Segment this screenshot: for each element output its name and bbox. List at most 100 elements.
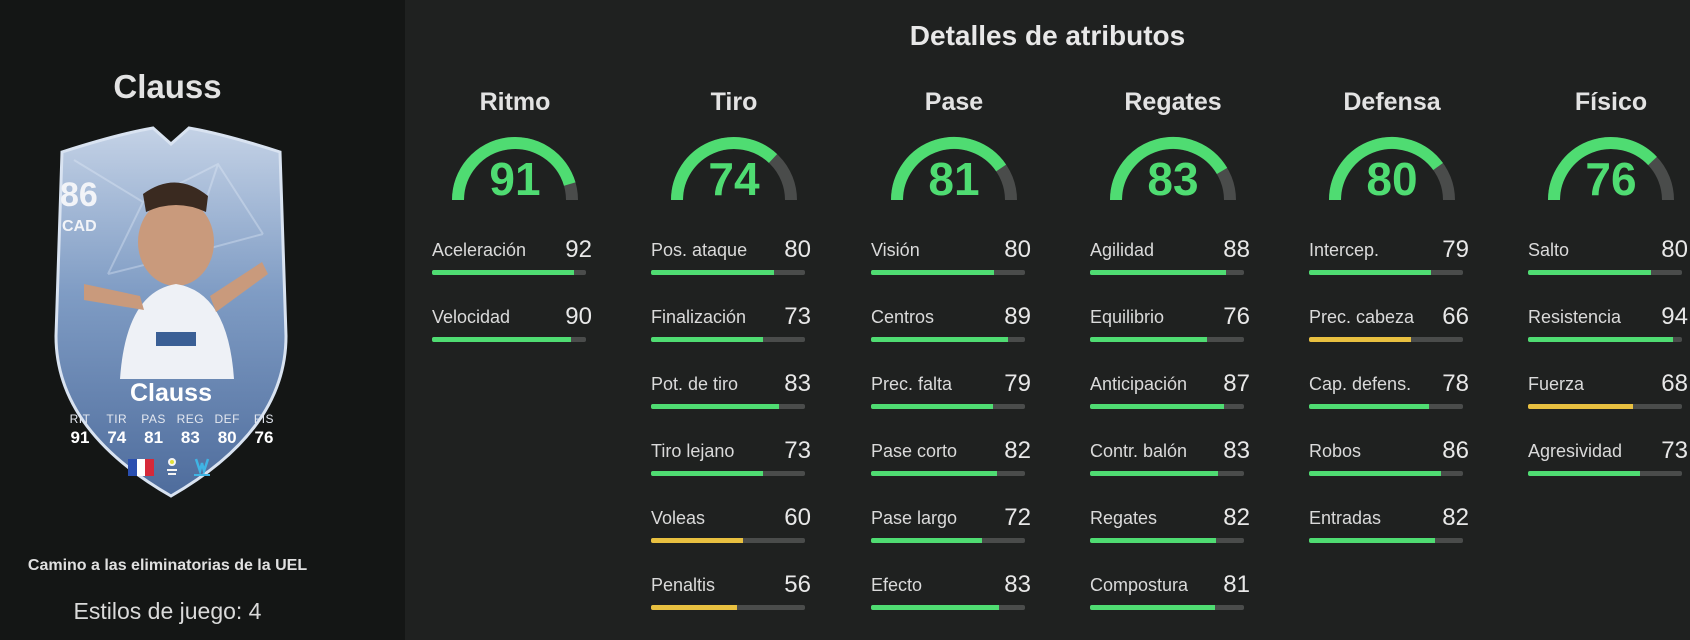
card-stat-rit: RIT 91	[62, 412, 98, 448]
attribute-name: Fuerza	[1528, 374, 1585, 394]
attribute-value: 60	[784, 504, 811, 531]
card-stat-pas: PAS 81	[136, 412, 172, 448]
card-position: CAD	[62, 218, 97, 235]
attribute-bar-fill	[871, 404, 993, 409]
attribute-bar-fill	[432, 337, 571, 342]
category-value: 91	[489, 153, 541, 205]
attribute-anticipacion: Anticipación 87	[1088, 362, 1258, 429]
attribute-centros: Centros 89	[869, 295, 1039, 362]
attribute-name: Pase largo	[871, 508, 958, 528]
attribute-bar	[1309, 337, 1463, 342]
attribute-name: Prec. falta	[871, 374, 953, 394]
attribute-bar-fill	[1090, 337, 1208, 342]
attribute-bar	[1090, 404, 1244, 409]
attribute-penaltis: Penaltis 56	[649, 563, 819, 630]
category-name: Ritmo	[479, 88, 551, 116]
attribute-pase-largo: Pase largo 72	[869, 496, 1039, 563]
category-value: 76	[1585, 153, 1637, 205]
attribute-bar	[1309, 270, 1463, 275]
attribute-bar-fill	[1090, 605, 1215, 610]
attribute-bar-fill	[651, 538, 744, 543]
attribute-value: 94	[1661, 303, 1688, 330]
attribute-value: 90	[565, 303, 592, 330]
category-name: Regates	[1124, 88, 1222, 116]
card-stat-value: 76	[254, 428, 274, 447]
attribute-bar	[1528, 270, 1682, 275]
attribute-velocidad: Velocidad 90	[430, 295, 600, 362]
attribute-name: Prec. cabeza	[1309, 307, 1415, 327]
attribute-value: 92	[565, 236, 592, 263]
attribute-value: 73	[784, 303, 811, 330]
attribute-bar	[432, 337, 586, 342]
attribute-voleas: Voleas 60	[649, 496, 819, 563]
attribute-bar	[1528, 404, 1682, 409]
attribute-value: 76	[1223, 303, 1250, 330]
attribute-value: 56	[784, 571, 811, 598]
category-ritmo: Ritmo 91 Aceleración 92 Velocidad 90	[430, 88, 600, 362]
attribute-name: Aceleración	[432, 240, 527, 260]
card-stat-reg: REG 83	[172, 412, 208, 448]
attribute-bar	[432, 270, 586, 275]
attribute-list: Intercep. 79 Prec. cabeza 66 Cap. defens. 78 R…	[1307, 228, 1477, 563]
attribute-value: 81	[1223, 571, 1250, 598]
attribute-bar	[871, 337, 1025, 342]
attribute-bar	[651, 538, 805, 543]
playstyles-count[interactable]: Estilos de juego: 4	[73, 598, 262, 624]
attribute-name: Efecto	[871, 575, 923, 595]
club-crest-icon	[194, 458, 210, 476]
category-name: Pase	[924, 88, 984, 116]
attribute-name: Visión	[871, 240, 920, 260]
attribute-bar-fill	[1528, 270, 1652, 275]
attribute-name: Velocidad	[432, 307, 511, 327]
attribute-prec-falta: Prec. falta 79	[869, 362, 1039, 429]
category-gauge: 74	[649, 128, 819, 206]
attribute-name: Finalización	[651, 307, 747, 327]
card-rating: 86	[60, 176, 98, 214]
attribute-intercep: Intercep. 79	[1307, 228, 1477, 295]
card-stat-value: 80	[217, 428, 237, 447]
attribute-value: 82	[1223, 504, 1250, 531]
attribute-efecto: Efecto 83	[869, 563, 1039, 630]
attribute-bar	[871, 605, 1025, 610]
attribute-name: Entradas	[1309, 508, 1382, 528]
attribute-bar-fill	[651, 404, 779, 409]
player-card[interactable]: 86 CAD Clauss RIT 91 TIR 74 PAS 81 REG 83 DE…	[48, 124, 294, 500]
attribute-name: Regates	[1090, 508, 1158, 528]
attribute-bar	[651, 605, 805, 610]
category-gauge: 91	[430, 128, 600, 206]
category-gauge: 76	[1526, 128, 1690, 206]
attribute-salto: Salto 80	[1526, 228, 1690, 295]
category-name: Tiro	[710, 88, 758, 116]
attribute-value: 79	[1004, 370, 1031, 397]
attribute-tiro-lejano: Tiro lejano 73	[649, 429, 819, 496]
attribute-bar-fill	[871, 471, 998, 476]
attribute-value: 80	[784, 236, 811, 263]
attribute-value: 80	[1661, 236, 1688, 263]
category-regates: Regates 83 Agilidad 88 Equilibrio 76 Anticipac…	[1088, 88, 1258, 630]
attribute-value: 87	[1223, 370, 1250, 397]
card-stat-def: DEF 80	[209, 412, 245, 448]
category-defensa: Defensa 80 Intercep. 79 Prec. cabeza 66 Cap. d…	[1307, 88, 1477, 563]
attribute-bar-fill	[651, 605, 738, 610]
card-stat-label: FÍS	[253, 412, 275, 426]
attribute-name: Intercep.	[1309, 240, 1380, 260]
card-stats-row: RIT 91 TIR 74 PAS 81 REG 83 DEF 80 FÍS 76	[62, 412, 282, 448]
attribute-bar-fill	[1528, 404, 1633, 409]
card-stat-value: 81	[144, 428, 164, 447]
attribute-bar-fill	[1090, 471, 1218, 476]
gauge-fill	[1110, 137, 1228, 201]
attribute-bar	[1309, 471, 1463, 476]
gauge-fill	[671, 137, 778, 201]
attribute-value: 82	[1004, 437, 1031, 464]
category-gauge: 83	[1088, 128, 1258, 206]
attribute-robos: Robos 86	[1307, 429, 1477, 496]
category-gauge: 80	[1307, 128, 1477, 206]
attribute-bar-fill	[1090, 404, 1224, 409]
attribute-value: 82	[1442, 504, 1469, 531]
attribute-name: Cap. defens.	[1309, 374, 1412, 394]
attribute-value: 79	[1442, 236, 1469, 263]
attribute-equilibrio: Equilibrio 76	[1088, 295, 1258, 362]
attribute-name: Compostura	[1090, 575, 1189, 595]
attribute-resistencia: Resistencia 94	[1526, 295, 1690, 362]
gauge-fill	[1329, 137, 1443, 201]
